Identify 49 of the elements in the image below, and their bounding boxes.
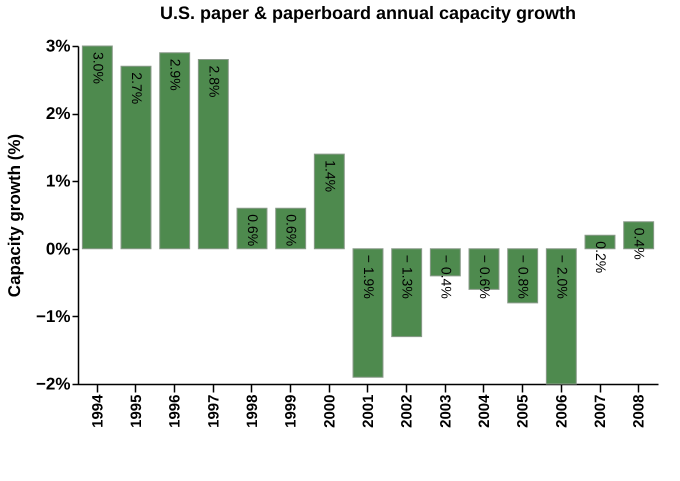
x-tick-label: 1997 — [205, 394, 222, 428]
x-tick-label: 2000 — [321, 394, 338, 428]
data-label: 2.7% — [129, 72, 145, 104]
bar — [352, 248, 384, 378]
y-tick-label: 2% — [46, 104, 70, 124]
x-tick-label: 2001 — [360, 394, 377, 428]
bar — [198, 59, 229, 250]
data-label: 0.2% — [593, 241, 609, 274]
x-tick-label: 2006 — [553, 394, 570, 428]
x-tick-label: 1996 — [166, 394, 184, 428]
data-label: 0.6% — [245, 214, 261, 246]
bar — [236, 208, 268, 250]
y-tick-label: 0% — [46, 239, 70, 258]
x-tick-label: 2004 — [476, 394, 493, 428]
data-label: − 0.4% — [438, 254, 454, 299]
x-tick-label: 2007 — [592, 394, 609, 428]
bar — [546, 248, 577, 384]
bar — [120, 66, 152, 250]
bar — [275, 208, 306, 250]
data-label: − 0.6% — [477, 254, 493, 299]
y-tick-label: −1% — [36, 306, 70, 326]
data-label: − 1.9% — [361, 254, 377, 299]
data-label: 0.4% — [632, 228, 648, 260]
bar — [391, 248, 422, 338]
x-tick-label: 2003 — [437, 394, 454, 428]
data-label: − 0.8% — [516, 254, 532, 299]
data-label: 2.9% — [168, 58, 184, 91]
data-label: − 1.3% — [400, 254, 416, 299]
data-label: − 2.0% — [554, 254, 570, 299]
chart-title: U.S. paper & paperboard annual capacity growth — [160, 3, 576, 23]
x-tick-label: 2008 — [630, 394, 648, 428]
x-tick-label: 1998 — [244, 394, 261, 428]
bar — [159, 52, 190, 250]
y-tick-label: 3% — [46, 36, 70, 56]
data-label: 2.8% — [206, 66, 222, 98]
bar — [82, 46, 113, 250]
bar — [507, 248, 538, 304]
data-label: 3.0% — [90, 52, 106, 84]
bar — [314, 154, 345, 250]
x-tick-label: 1995 — [128, 394, 145, 428]
x-tick-label: 2002 — [398, 394, 416, 428]
data-label: 0.6% — [284, 214, 300, 246]
x-tick-label: 1999 — [282, 394, 300, 428]
y-tick-label: 1% — [46, 172, 70, 191]
y-tick-label: −2% — [36, 374, 70, 394]
y-axis-title: Capacity growth (%) — [5, 134, 24, 298]
x-tick-label: 1994 — [89, 394, 106, 428]
data-label: 1.4% — [322, 160, 338, 192]
x-tick-label: 2005 — [514, 394, 532, 428]
